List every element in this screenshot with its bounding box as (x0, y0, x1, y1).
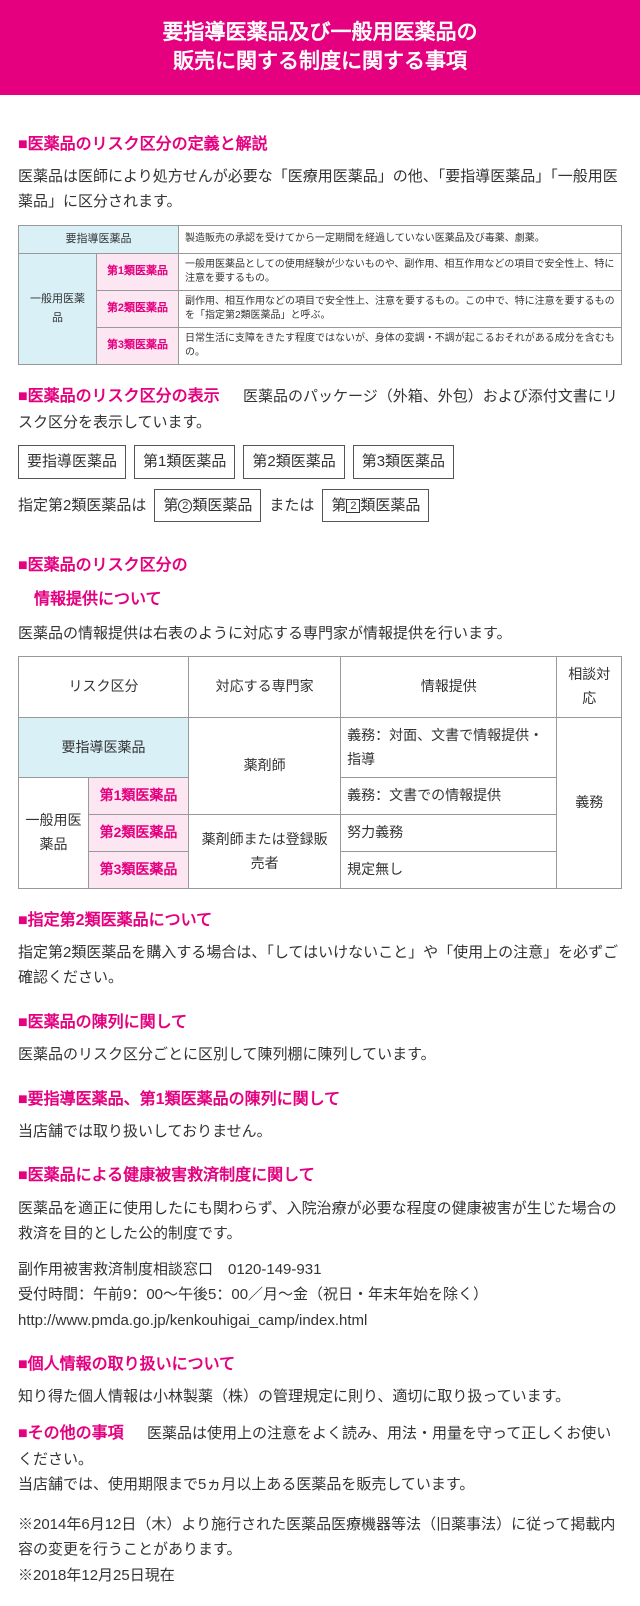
banner-line1: 要指導医薬品及び一般用医薬品の (10, 18, 630, 47)
box-class2: 第2類医薬品 (243, 445, 344, 479)
s3-heading2: 情報提供について (18, 586, 622, 613)
banner-line2: 販売に関する制度に関する事項 (10, 47, 630, 76)
s6-text: 当店舗では取り扱いしておりません。 (18, 1119, 622, 1145)
t1-r2-d: 一般用医薬品としての使用経験が少ないものや、副作用、相互作用などの項目で安全性上… (179, 253, 622, 290)
t2-r3-b: 第2類医薬品 (89, 815, 189, 852)
t2-r4-b: 第3類医薬品 (89, 852, 189, 889)
info-table: リスク区分 対応する専門家 情報提供 相談対応 要指導医薬品 薬剤師 義務：対面… (18, 656, 622, 889)
box-pre: 指定第2類医薬品は (18, 493, 146, 519)
s1-text: 医薬品は医師により処方せんが必要な「医療用医薬品」の他、「要指導医薬品」「一般用… (18, 164, 622, 215)
s9-heading: ■その他の事項 (18, 1425, 124, 1442)
t1-r2-c2: 第1類医薬品 (97, 253, 179, 290)
box-row-2: 指定第2類医薬品は 第2類医薬品 または 第2類医薬品 (18, 489, 622, 523)
t2-r2-a: 一般用医薬品 (19, 778, 89, 888)
box-circle2: 第2類医薬品 (154, 489, 261, 523)
s3-heading1: ■医薬品のリスク区分の (18, 552, 622, 579)
t1-r3-d: 副作用、相互作用などの項目で安全性上、注意を要するもの。この中で、特に注意を要す… (179, 290, 622, 327)
t2-h4: 相談対応 (557, 657, 622, 718)
t2-h2: 対応する専門家 (189, 657, 341, 718)
s9-p2: 当店舗では、使用期限まで5ヵ月以上ある医薬品を販売しています。 (18, 1472, 622, 1498)
s7-heading: ■医薬品による健康被害救済制度に関して (18, 1162, 622, 1189)
s4-heading: ■指定第2類医薬品について (18, 907, 622, 934)
t2-r1-exp: 薬剤師 (189, 717, 341, 814)
t2-cons: 義務 (557, 717, 622, 888)
t2-h1: リスク区分 (19, 657, 189, 718)
t2-r4-info: 規定無し (341, 852, 557, 889)
content: ■医薬品のリスク区分の定義と解説 医薬品は医師により処方せんが必要な「医療用医薬… (0, 95, 640, 1606)
box-row-1: 要指導医薬品 第1類医薬品 第2類医薬品 第3類医薬品 (18, 445, 622, 479)
box-class3: 第3類医薬品 (353, 445, 454, 479)
s7-p2: 副作用被害救済制度相談窓口 0120-149-931 (18, 1257, 622, 1283)
t2-r1-a: 要指導医薬品 (19, 717, 189, 778)
s7-p1: 医薬品を適正に使用したにも関わらず、入院治療が必要な程度の健康被害が生じた場合の… (18, 1196, 622, 1247)
t2-r3-info: 努力義務 (341, 815, 557, 852)
s4-text: 指定第2類医薬品を購入する場合は、「してはいけないこと」や「使用上の注意」を必ず… (18, 940, 622, 991)
s1-heading: ■医薬品のリスク区分の定義と解説 (18, 131, 622, 158)
s7-p3: 受付時間：午前9：00～午後5：00／月～金（祝日・年末年始を除く） (18, 1282, 622, 1308)
t1-r1-c1: 要指導医薬品 (19, 225, 179, 253)
s2-heading: ■医薬品のリスク区分の表示 (18, 388, 220, 405)
title-banner: 要指導医薬品及び一般用医薬品の 販売に関する制度に関する事項 (0, 0, 640, 95)
s5-text: 医薬品のリスク区分ごとに区別して陳列棚に陳列しています。 (18, 1042, 622, 1068)
s8-heading: ■個人情報の取り扱いについて (18, 1351, 622, 1378)
t1-r2-c1: 一般用医薬品 (19, 253, 97, 364)
s5-heading: ■医薬品の陳列に関して (18, 1009, 622, 1036)
box-or: または (269, 493, 314, 519)
note2: ※2018年12月25日現在 (18, 1563, 622, 1589)
box-class1: 第1類医薬品 (134, 445, 235, 479)
t1-r3-c2: 第2類医薬品 (97, 290, 179, 327)
t2-r1-info: 義務：対面、文書で情報提供・指導 (341, 717, 557, 778)
risk-def-table: 要指導医薬品 製造販売の承認を受けてから一定期間を経過していない医薬品及び毒薬、… (18, 225, 622, 365)
note1: ※2014年6月12日（木）より施行された医薬品医療機器等法（旧薬事法）に従って… (18, 1512, 622, 1563)
s7-p4: http://www.pmda.go.jp/kenkouhigai_camp/i… (18, 1308, 622, 1334)
t1-r1-d: 製造販売の承認を受けてから一定期間を経過していない医薬品及び毒薬、劇薬。 (179, 225, 622, 253)
t2-h3: 情報提供 (341, 657, 557, 718)
s3-text: 医薬品の情報提供は右表のように対応する専門家が情報提供を行います。 (18, 621, 622, 647)
t2-r2-b: 第1類医薬品 (89, 778, 189, 815)
t2-r3-exp: 薬剤師または登録販売者 (189, 815, 341, 889)
s8-text: 知り得た個人情報は小林製薬（株）の管理規定に則り、適切に取り扱っています。 (18, 1384, 622, 1410)
box-youshidou: 要指導医薬品 (18, 445, 126, 479)
box-square2: 第2類医薬品 (322, 489, 429, 523)
s6-heading: ■要指導医薬品、第1類医薬品の陳列に関して (18, 1086, 622, 1113)
t2-r2-info: 義務：文書での情報提供 (341, 778, 557, 815)
t1-r4-c2: 第3類医薬品 (97, 327, 179, 364)
t1-r4-d: 日常生活に支障をきたす程度ではないが、身体の変調・不調が起こるおそれがある成分を… (179, 327, 622, 364)
